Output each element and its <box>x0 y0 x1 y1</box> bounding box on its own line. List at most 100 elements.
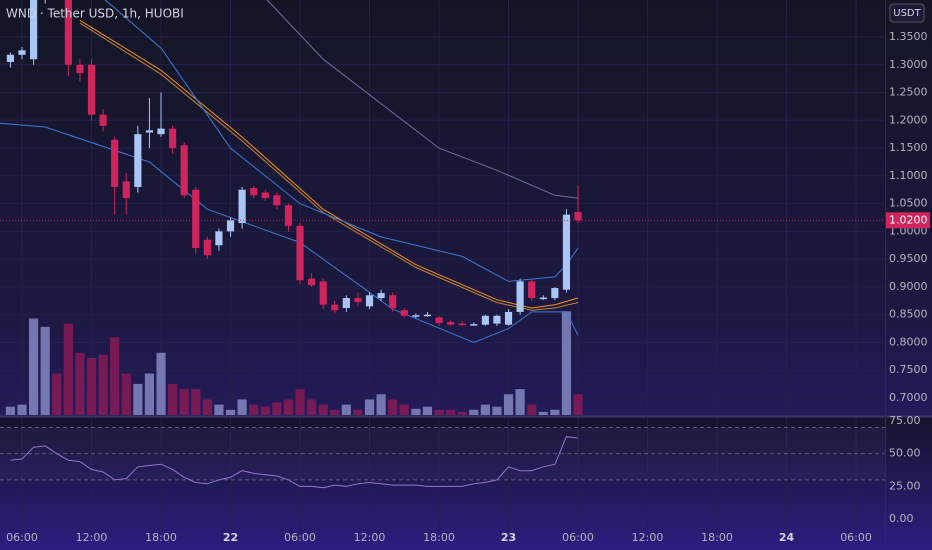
currency-label[interactable]: USDT <box>893 8 921 19</box>
candle-body <box>435 317 443 324</box>
volume-bar <box>133 383 143 415</box>
y-tick-label: 1.3500 <box>889 30 928 43</box>
candle-body <box>203 239 211 256</box>
rsi-tick-label: 25.00 <box>889 479 921 492</box>
candle-body <box>261 192 269 199</box>
currency-button[interactable] <box>889 3 925 23</box>
indicator-line <box>79 22 579 311</box>
volume-bar <box>202 399 212 415</box>
volume-bar <box>75 352 85 415</box>
volume-bar <box>527 404 537 415</box>
volume-bar <box>225 409 236 415</box>
candle-body <box>458 323 466 326</box>
y-tick-label: 1.2000 <box>889 113 928 126</box>
x-tick-label: 06:00 <box>840 531 872 544</box>
y-tick-label: 0.9500 <box>889 252 928 265</box>
volume-bar <box>40 326 50 415</box>
candle-body <box>122 181 130 199</box>
price-pane <box>0 0 885 415</box>
volume-bar <box>283 399 294 415</box>
candle-body <box>145 130 154 133</box>
symbol-title: WND · Tether USD, 1h, HUOBI <box>6 7 184 21</box>
candle-body <box>481 315 489 325</box>
volume-bar <box>376 394 386 415</box>
candle-body <box>400 310 408 316</box>
candle-body <box>30 0 38 60</box>
volume-bar <box>515 389 525 415</box>
candle-body <box>528 281 536 299</box>
candle-body <box>493 315 501 324</box>
volume-bar <box>168 383 178 415</box>
volume-bar <box>237 399 247 415</box>
rsi-tick-label: 0.00 <box>889 512 914 525</box>
volume-bar <box>318 404 328 415</box>
volume-bar <box>98 354 108 415</box>
y-tick-label: 0.7500 <box>889 363 928 376</box>
candle-body <box>423 314 432 317</box>
last-price-label: 1.0200 <box>889 213 928 226</box>
candle-body <box>238 189 246 224</box>
indicator-line <box>79 19 579 309</box>
y-tick-label: 1.1500 <box>889 141 928 154</box>
candle-body <box>99 114 107 126</box>
axes: 1.3500 1.3000 1.2500 1.2000 1.1500 1.1000 1.05… <box>6 30 930 544</box>
candle-body <box>331 304 339 311</box>
x-tick-label: 06:00 <box>284 531 316 544</box>
candle-body <box>412 315 420 317</box>
x-tick-label: 12:00 <box>76 531 108 544</box>
candle-body <box>192 189 200 249</box>
candle-body <box>169 128 177 149</box>
candle-body <box>470 324 478 326</box>
candle-body <box>64 0 72 65</box>
candle-body <box>180 145 188 196</box>
candle-body <box>539 297 547 300</box>
volume-bar <box>179 389 189 415</box>
volume-bar <box>214 404 224 415</box>
y-tick-label: 0.8000 <box>889 335 928 348</box>
volume-bar <box>573 394 583 415</box>
volume-bar <box>480 404 490 415</box>
y-tick-label: 1.3000 <box>889 58 928 71</box>
volume-bar <box>538 411 548 415</box>
rsi-line <box>10 436 579 489</box>
candle-body <box>226 220 235 232</box>
volume-bar <box>86 357 97 415</box>
candle-body <box>134 134 142 187</box>
volume-bar <box>364 399 375 415</box>
volume-bar <box>422 406 433 415</box>
volume-bar <box>295 389 305 415</box>
volume-bar <box>17 404 27 415</box>
candle-body <box>551 288 559 299</box>
candle-body <box>354 298 362 302</box>
volume-bar <box>469 409 479 415</box>
volume-bar <box>52 373 62 415</box>
x-tick-label: 18:00 <box>145 531 177 544</box>
volume-bar <box>457 411 467 415</box>
volume-bar <box>434 409 444 415</box>
candle-body <box>273 195 281 206</box>
rsi-tick-label: 50.00 <box>889 447 921 460</box>
candle-body <box>250 188 258 196</box>
volume-bar <box>561 311 572 415</box>
x-tick-label: 06:00 <box>6 531 38 544</box>
candle-body <box>389 295 397 309</box>
candle-body <box>504 311 513 325</box>
x-tick-label: 18:00 <box>423 531 455 544</box>
volume-bar <box>156 352 166 415</box>
volume-bar <box>330 409 340 415</box>
candle-body <box>308 278 316 286</box>
volume-bar <box>446 409 456 415</box>
x-tick-label: 23 <box>501 531 516 544</box>
indicator-line <box>104 0 579 282</box>
candle-body <box>6 54 15 62</box>
candle-body <box>447 321 455 325</box>
candle-body <box>284 205 293 226</box>
volume-bar <box>5 406 16 415</box>
volume-bar <box>29 318 39 415</box>
indicator-line <box>266 0 579 199</box>
volume-bar <box>388 399 398 415</box>
volume-bar <box>492 406 502 415</box>
y-tick-label: 1.0500 <box>889 197 928 210</box>
candle-body <box>562 214 571 290</box>
